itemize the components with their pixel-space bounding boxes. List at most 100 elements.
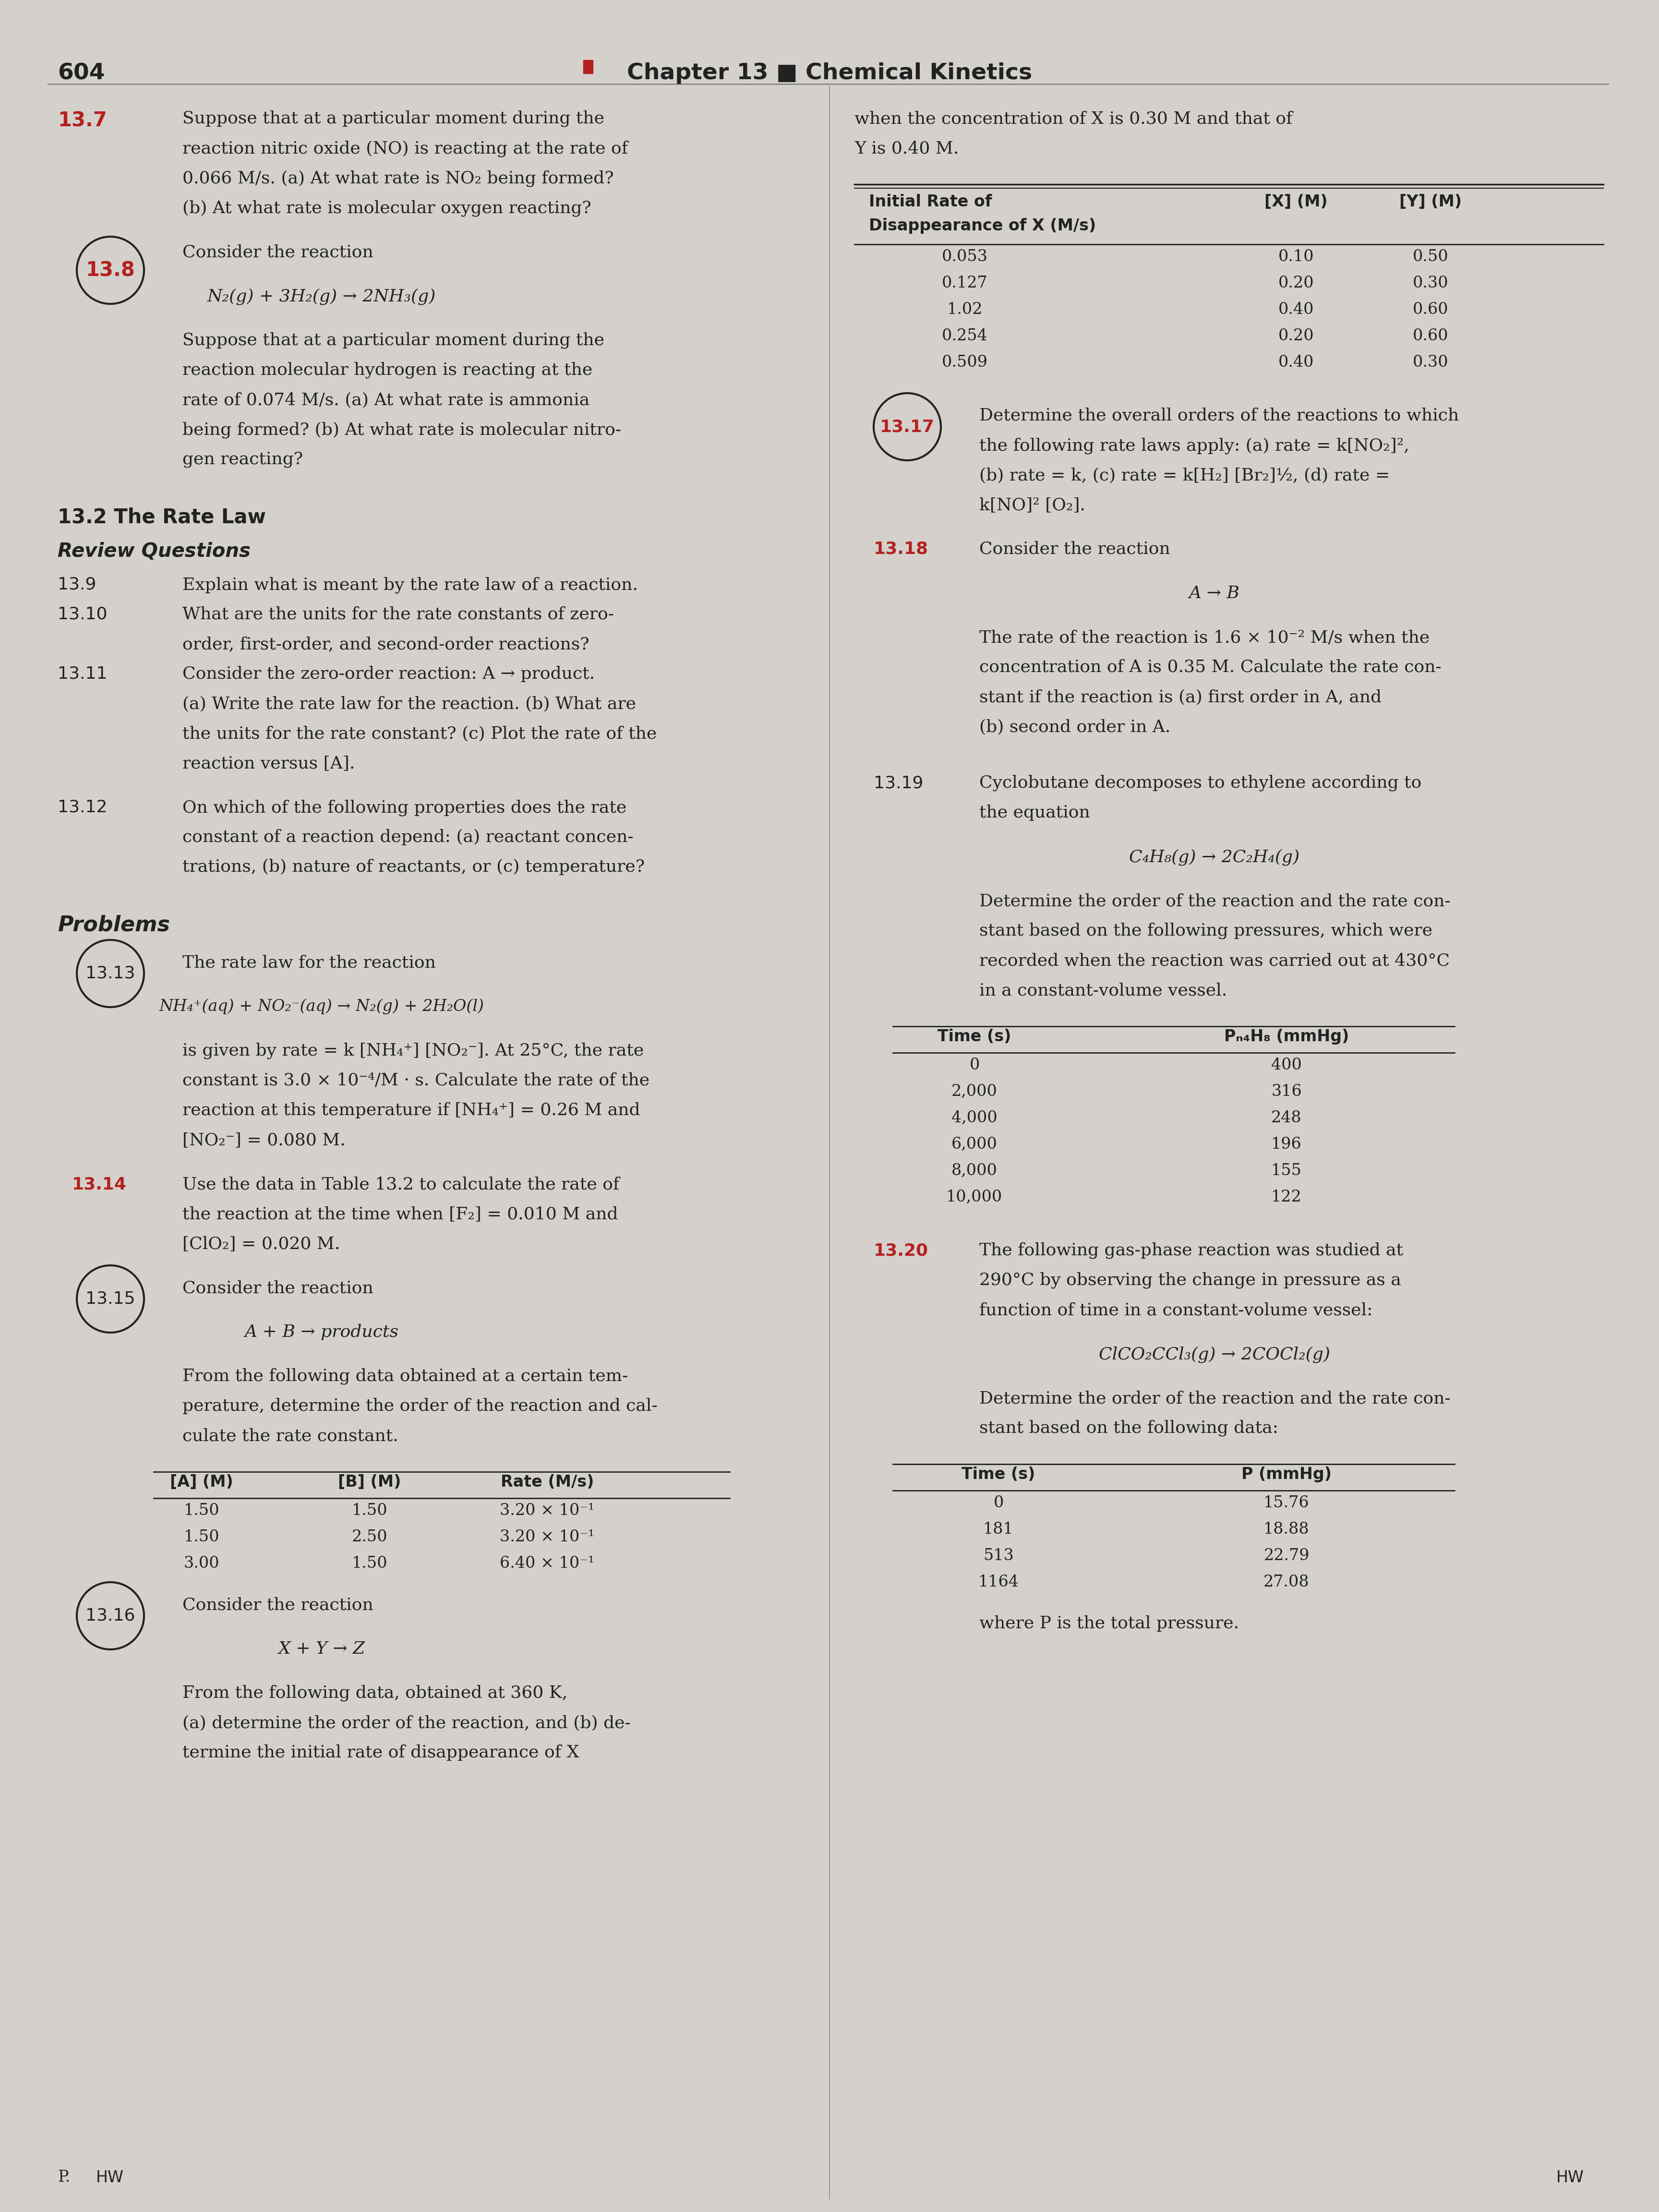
Text: function of time in a constant-volume vessel:: function of time in a constant-volume ve… xyxy=(979,1303,1372,1318)
Text: (b) rate = k, (c) rate = k[H₂] [Br₂]½, (d) rate =: (b) rate = k, (c) rate = k[H₂] [Br₂]½, (… xyxy=(979,467,1390,484)
Text: 0.509: 0.509 xyxy=(942,354,987,369)
Text: 0.053: 0.053 xyxy=(942,250,987,265)
Text: [X] (M): [X] (M) xyxy=(1264,195,1327,210)
Text: Pₙ₄H₈ (mmHg): Pₙ₄H₈ (mmHg) xyxy=(1224,1029,1349,1044)
Text: when the concentration of X is 0.30 M and that of: when the concentration of X is 0.30 M an… xyxy=(854,111,1292,126)
Text: 13.2 The Rate Law: 13.2 The Rate Law xyxy=(58,507,265,526)
Text: 13.11: 13.11 xyxy=(58,666,108,681)
Text: the equation: the equation xyxy=(979,805,1090,821)
Text: X + Y → Z: X + Y → Z xyxy=(279,1641,365,1657)
Text: the following rate laws apply: (a) rate = k[NO₂]²,: the following rate laws apply: (a) rate … xyxy=(979,438,1408,453)
Text: Determine the order of the reaction and the rate con-: Determine the order of the reaction and … xyxy=(979,894,1450,909)
Text: order, first-order, and second-order reactions?: order, first-order, and second-order rea… xyxy=(182,637,589,653)
Text: 0.30: 0.30 xyxy=(1412,276,1448,292)
Text: HW: HW xyxy=(96,2170,124,2185)
Text: Consider the zero-order reaction: A → product.: Consider the zero-order reaction: A → pr… xyxy=(182,666,596,681)
Text: 196: 196 xyxy=(1271,1137,1302,1152)
Text: Determine the order of the reaction and the rate con-: Determine the order of the reaction and … xyxy=(979,1389,1450,1407)
Text: 13.7: 13.7 xyxy=(58,111,106,131)
Text: 0.254: 0.254 xyxy=(942,327,987,343)
Text: 13.15: 13.15 xyxy=(86,1292,136,1307)
Text: 290°C by observing the change in pressure as a: 290°C by observing the change in pressur… xyxy=(979,1272,1402,1290)
Text: From the following data obtained at a certain tem-: From the following data obtained at a ce… xyxy=(182,1367,629,1385)
Text: 0.40: 0.40 xyxy=(1277,303,1314,316)
Text: 8,000: 8,000 xyxy=(952,1164,997,1179)
Text: is given by rate = k [NH₄⁺] [NO₂⁻]. At 25°C, the rate: is given by rate = k [NH₄⁺] [NO₂⁻]. At 2… xyxy=(182,1042,644,1060)
Text: [A] (M): [A] (M) xyxy=(169,1473,234,1491)
Text: 1164: 1164 xyxy=(979,1575,1019,1590)
Text: 0.60: 0.60 xyxy=(1412,303,1448,316)
Text: 6.40 × 10⁻¹: 6.40 × 10⁻¹ xyxy=(499,1555,594,1571)
Text: (a) Write the rate law for the reaction. (b) What are: (a) Write the rate law for the reaction.… xyxy=(182,695,635,712)
Text: 400: 400 xyxy=(1271,1057,1302,1073)
Text: 13.9: 13.9 xyxy=(58,577,96,593)
Text: 0.20: 0.20 xyxy=(1277,276,1314,292)
Text: 0: 0 xyxy=(994,1495,1004,1511)
Text: ClCO₂CCl₃(g) → 2COCl₂(g): ClCO₂CCl₃(g) → 2COCl₂(g) xyxy=(1098,1347,1331,1363)
Text: 122: 122 xyxy=(1271,1190,1302,1206)
Text: 0.10: 0.10 xyxy=(1277,250,1314,265)
Text: P (mmHg): P (mmHg) xyxy=(1241,1467,1332,1482)
Text: Cyclobutane decomposes to ethylene according to: Cyclobutane decomposes to ethylene accor… xyxy=(979,774,1422,792)
Text: 2,000: 2,000 xyxy=(952,1084,997,1099)
Text: reaction molecular hydrogen is reacting at the: reaction molecular hydrogen is reacting … xyxy=(182,363,592,378)
Text: From the following data, obtained at 360 K,: From the following data, obtained at 360… xyxy=(182,1686,567,1701)
Text: On which of the following properties does the rate: On which of the following properties doe… xyxy=(182,799,627,816)
Text: Y is 0.40 M.: Y is 0.40 M. xyxy=(854,139,959,157)
Text: 1.02: 1.02 xyxy=(947,303,982,316)
Text: 18.88: 18.88 xyxy=(1264,1522,1309,1537)
Text: culate the rate constant.: culate the rate constant. xyxy=(182,1427,398,1444)
Bar xyxy=(584,60,592,73)
Text: 3.20 × 10⁻¹: 3.20 × 10⁻¹ xyxy=(499,1528,594,1544)
Text: the reaction at the time when [F₂] = 0.010 M and: the reaction at the time when [F₂] = 0.0… xyxy=(182,1206,619,1223)
Text: 13.17: 13.17 xyxy=(879,418,934,436)
Text: NH₄⁺(aq) + NO₂⁻(aq) → N₂(g) + 2H₂O(l): NH₄⁺(aq) + NO₂⁻(aq) → N₂(g) + 2H₂O(l) xyxy=(159,998,484,1013)
Text: gen reacting?: gen reacting? xyxy=(182,451,304,467)
Text: The rate law for the reaction: The rate law for the reaction xyxy=(182,953,436,971)
Text: A → B: A → B xyxy=(1190,586,1239,602)
Text: What are the units for the rate constants of zero-: What are the units for the rate constant… xyxy=(182,606,614,622)
Text: 13.16: 13.16 xyxy=(86,1608,136,1624)
Text: C₄H₈(g) → 2C₂H₄(g): C₄H₈(g) → 2C₂H₄(g) xyxy=(1130,849,1299,865)
Text: k[NO]² [O₂].: k[NO]² [O₂]. xyxy=(979,498,1085,513)
Text: where P is the total pressure.: where P is the total pressure. xyxy=(979,1615,1239,1632)
Text: 0.50: 0.50 xyxy=(1412,250,1448,265)
Text: Consider the reaction: Consider the reaction xyxy=(182,1281,373,1296)
Text: Chapter 13 ■ Chemical Kinetics: Chapter 13 ■ Chemical Kinetics xyxy=(627,62,1032,84)
Text: Consider the reaction: Consider the reaction xyxy=(979,542,1170,557)
Text: 13.20: 13.20 xyxy=(874,1243,929,1259)
Text: [Y] (M): [Y] (M) xyxy=(1399,195,1462,210)
Text: trations, (b) nature of reactants, or (c) temperature?: trations, (b) nature of reactants, or (c… xyxy=(182,858,645,876)
Text: the units for the rate constant? (c) Plot the rate of the: the units for the rate constant? (c) Plo… xyxy=(182,726,657,741)
Text: Determine the overall orders of the reactions to which: Determine the overall orders of the reac… xyxy=(979,407,1458,425)
Text: rate of 0.074 M/s. (a) At what rate is ammonia: rate of 0.074 M/s. (a) At what rate is a… xyxy=(182,392,589,407)
Text: termine the initial rate of disappearance of X: termine the initial rate of disappearanc… xyxy=(182,1745,579,1761)
Text: 181: 181 xyxy=(984,1522,1014,1537)
Text: 316: 316 xyxy=(1271,1084,1302,1099)
Text: 27.08: 27.08 xyxy=(1264,1575,1309,1590)
Text: Consider the reaction: Consider the reaction xyxy=(182,243,373,261)
Text: 13.12: 13.12 xyxy=(58,799,108,816)
Text: N₂(g) + 3H₂(g) → 2NH₃(g): N₂(g) + 3H₂(g) → 2NH₃(g) xyxy=(207,288,436,305)
Text: stant based on the following data:: stant based on the following data: xyxy=(979,1420,1279,1436)
Text: reaction versus [A].: reaction versus [A]. xyxy=(182,754,355,772)
Text: recorded when the reaction was carried out at 430°C: recorded when the reaction was carried o… xyxy=(979,953,1450,969)
Text: 604: 604 xyxy=(58,62,105,84)
Text: in a constant-volume vessel.: in a constant-volume vessel. xyxy=(979,982,1228,998)
Text: 0.30: 0.30 xyxy=(1412,354,1448,369)
Text: HW: HW xyxy=(1556,2170,1584,2185)
Text: Suppose that at a particular moment during the: Suppose that at a particular moment duri… xyxy=(182,111,604,126)
Text: 0.40: 0.40 xyxy=(1277,354,1314,369)
Text: 13.19: 13.19 xyxy=(874,774,924,792)
Text: (a) determine the order of the reaction, and (b) de-: (a) determine the order of the reaction,… xyxy=(182,1714,630,1732)
Text: reaction nitric oxide (NO) is reacting at the rate of: reaction nitric oxide (NO) is reacting a… xyxy=(182,139,629,157)
Text: 15.76: 15.76 xyxy=(1264,1495,1309,1511)
Text: Consider the reaction: Consider the reaction xyxy=(182,1597,373,1613)
Text: 1.50: 1.50 xyxy=(184,1502,219,1517)
Text: A + B → products: A + B → products xyxy=(244,1325,398,1340)
Text: stant based on the following pressures, which were: stant based on the following pressures, … xyxy=(979,922,1432,940)
Text: 6,000: 6,000 xyxy=(952,1137,997,1152)
Text: stant if the reaction is (a) first order in A, and: stant if the reaction is (a) first order… xyxy=(979,688,1382,706)
Text: 1.50: 1.50 xyxy=(184,1528,219,1544)
Text: constant is 3.0 × 10⁻⁴/M · s. Calculate the rate of the: constant is 3.0 × 10⁻⁴/M · s. Calculate … xyxy=(182,1073,650,1088)
